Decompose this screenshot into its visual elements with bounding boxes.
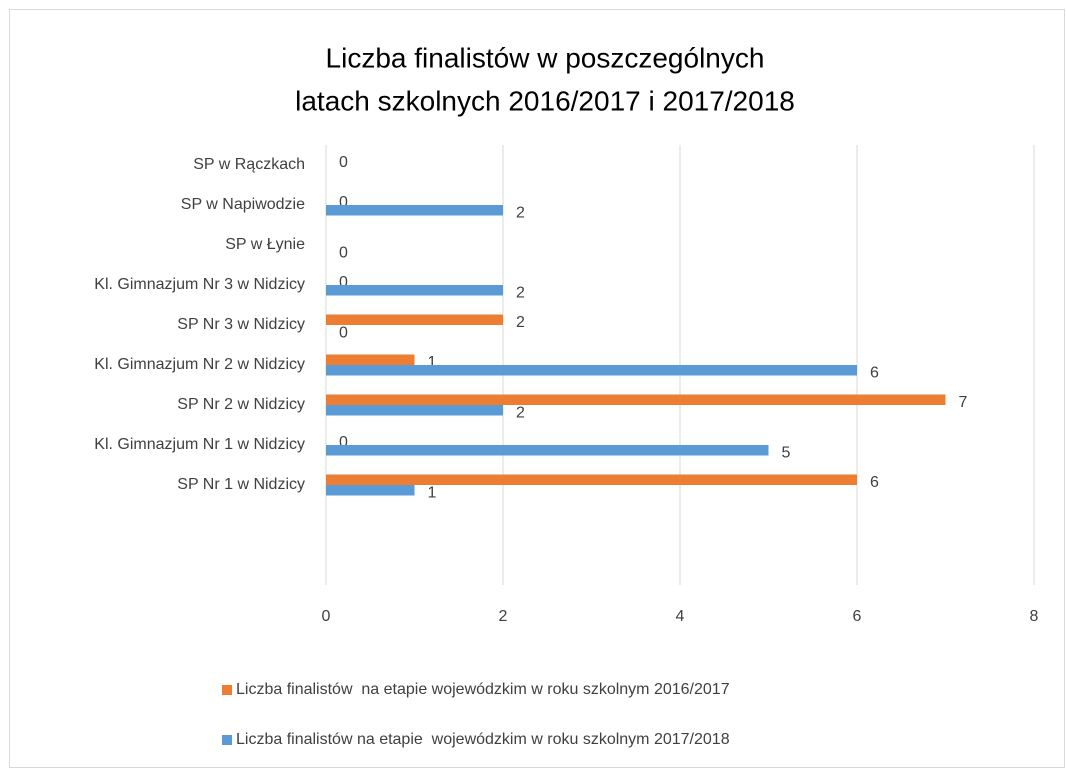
legend-label: Liczba finalistów na etapie wojewódzkim … xyxy=(236,681,730,698)
bar xyxy=(326,285,503,296)
data-label: 0 xyxy=(339,194,348,211)
y-tick-label: SP w Rączkach xyxy=(193,156,305,173)
y-tick-label: SP Nr 1 w Nidzicy xyxy=(177,476,305,493)
x-tick-label: 6 xyxy=(853,608,862,625)
data-label: 6 xyxy=(870,474,879,491)
data-label: 1 xyxy=(428,484,437,501)
data-label: 2 xyxy=(516,284,525,301)
y-tick-label: SP Nr 2 w Nidzicy xyxy=(177,396,305,413)
chart-title: Liczba finalistów w poszczególnych xyxy=(326,42,765,73)
x-tick-label: 4 xyxy=(676,608,685,625)
data-label: 5 xyxy=(782,444,791,461)
data-label: 2 xyxy=(516,404,525,421)
data-label: 0 xyxy=(339,324,348,341)
data-label: 2 xyxy=(516,314,525,331)
y-tick-label: Kl. Gimnazjum Nr 1 w Nidzicy xyxy=(94,436,305,453)
data-label: 0 xyxy=(339,154,348,171)
chart-frame xyxy=(9,9,1065,768)
data-label: 0 xyxy=(339,434,348,451)
x-tick-label: 2 xyxy=(499,608,508,625)
bar xyxy=(326,314,503,325)
x-tick-label: 0 xyxy=(322,608,331,625)
y-tick-label: Kl. Gimnazjum Nr 2 w Nidzicy xyxy=(94,356,305,373)
x-tick-label: 8 xyxy=(1030,608,1039,625)
y-tick-label: SP w Napiwodzie xyxy=(181,196,305,213)
y-tick-label: SP Nr 3 w Nidzicy xyxy=(177,316,305,333)
bar xyxy=(326,445,769,456)
legend-swatch xyxy=(222,685,232,695)
bar xyxy=(326,405,503,416)
data-label: 0 xyxy=(339,244,348,261)
y-tick-label: SP w Łynie xyxy=(225,236,305,253)
data-label: 0 xyxy=(339,274,348,291)
chart-title: latach szkolnych 2016/2017 i 2017/2018 xyxy=(295,85,795,116)
bar xyxy=(326,485,415,496)
bar xyxy=(326,354,415,365)
bar xyxy=(326,474,857,485)
data-label: 6 xyxy=(870,364,879,381)
data-label: 1 xyxy=(428,354,437,371)
legend-label: Liczba finalistów na etapie wojewódzkim … xyxy=(236,731,730,748)
legend-swatch xyxy=(222,735,232,745)
data-label: 7 xyxy=(959,394,968,411)
data-label: 2 xyxy=(516,204,525,221)
bar xyxy=(326,205,503,216)
y-tick-label: Kl. Gimnazjum Nr 3 w Nidzicy xyxy=(94,276,305,293)
bar xyxy=(326,365,857,376)
bar xyxy=(326,394,946,405)
